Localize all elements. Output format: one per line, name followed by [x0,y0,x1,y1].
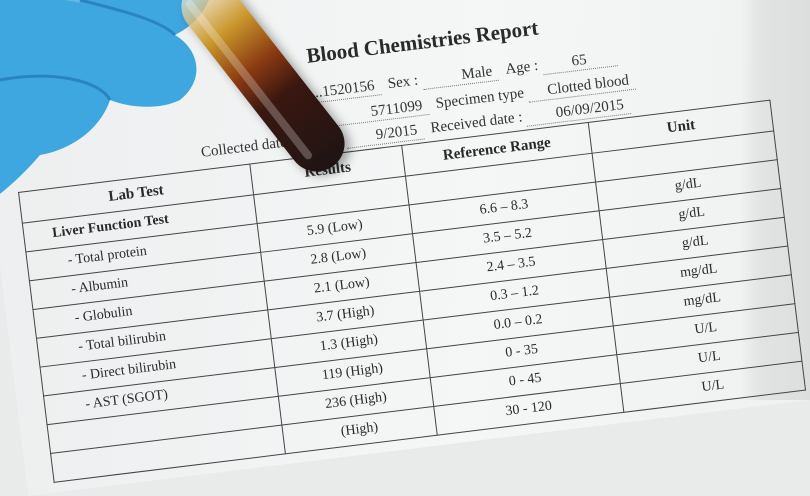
sex-label: Sex : [386,72,420,93]
gloved-hand [0,0,209,194]
paper-edge [740,0,810,400]
age-label: Age : [504,57,540,78]
